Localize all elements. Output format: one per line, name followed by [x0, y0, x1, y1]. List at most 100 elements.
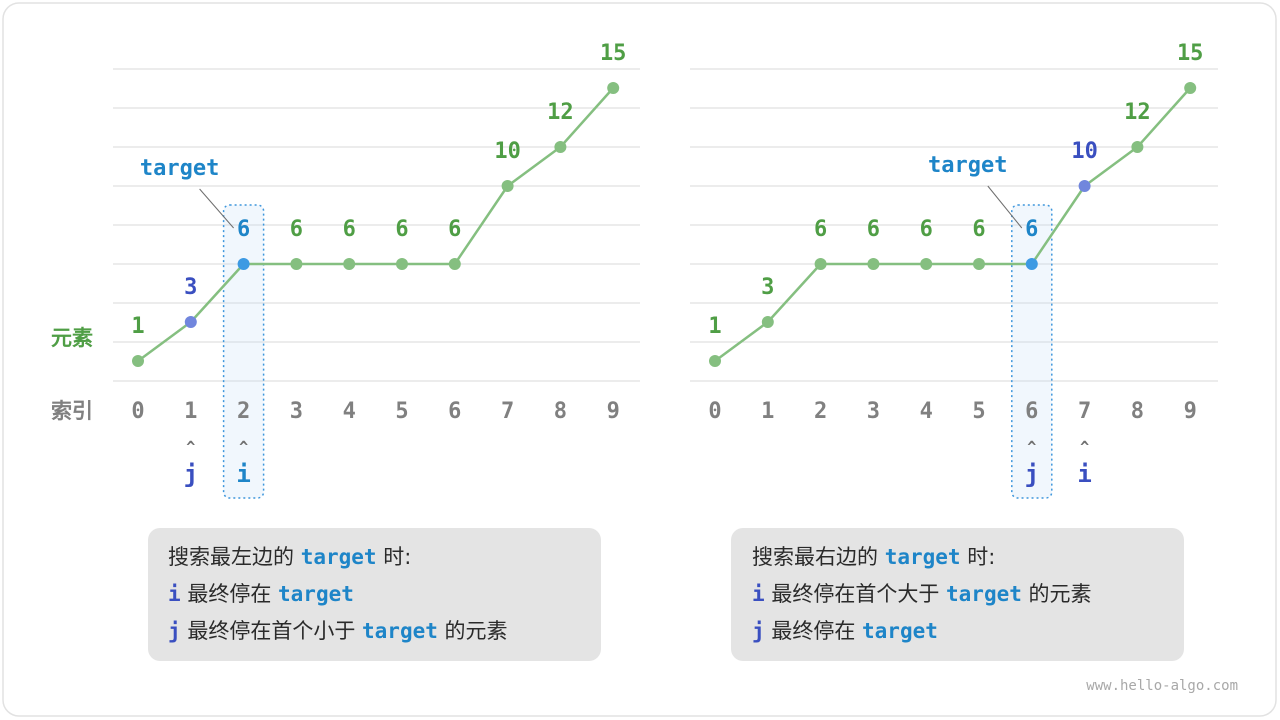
- value-label: 10: [1071, 139, 1098, 164]
- data-point: [761, 316, 774, 328]
- data-point: [920, 258, 933, 270]
- pointer-j: j: [1025, 460, 1039, 488]
- note-line-2: i 最终停在 target: [168, 582, 354, 606]
- data-point: [396, 258, 408, 270]
- code-token: target: [946, 582, 1022, 606]
- index-label: 1: [184, 399, 197, 424]
- value-label: 3: [184, 275, 197, 300]
- pointer-caret-icon: ^: [1027, 438, 1036, 456]
- code-token: target: [278, 582, 354, 606]
- index-label: 5: [395, 399, 408, 424]
- index-label: 8: [1131, 399, 1144, 424]
- note-line-3: j 最终停在首个小于 target 的元素: [168, 619, 508, 643]
- note-line-2: i 最终停在首个大于 target 的元素: [752, 582, 1092, 606]
- value-label: 10: [494, 139, 521, 164]
- data-point: [607, 82, 620, 94]
- data-point: [501, 180, 514, 192]
- note-text: 最终停在: [181, 582, 278, 606]
- pointer-i: i: [236, 460, 250, 488]
- target-leader-line: [987, 185, 1023, 229]
- index-label: 9: [607, 399, 620, 424]
- data-point: [1025, 258, 1038, 270]
- value-label: 12: [1124, 100, 1151, 125]
- code-token: j: [168, 619, 181, 643]
- index-label: 4: [920, 399, 933, 424]
- data-point: [343, 258, 356, 270]
- data-point: [554, 141, 567, 153]
- index-label: 5: [972, 399, 985, 424]
- index-axis-label: 索引: [51, 399, 93, 423]
- value-label: 6: [867, 217, 880, 242]
- value-label: 1: [131, 314, 144, 339]
- value-label: 6: [237, 217, 250, 242]
- value-label: 6: [920, 217, 933, 242]
- data-point: [448, 258, 461, 270]
- index-label: 2: [237, 399, 250, 424]
- code-token: target: [885, 545, 961, 569]
- data-point: [132, 355, 144, 367]
- note-text: 最终停在首个大于: [765, 582, 946, 606]
- note-text: 的元素: [438, 619, 508, 643]
- series-line: [137, 87, 615, 363]
- value-label: 6: [814, 217, 827, 242]
- target-leader-line: [199, 188, 234, 229]
- data-point: [184, 316, 197, 328]
- series-line: [714, 87, 1192, 363]
- data-point: [814, 258, 827, 270]
- index-label: 0: [708, 399, 721, 424]
- index-label: 3: [290, 399, 303, 424]
- value-label: 3: [761, 275, 774, 300]
- pointer-i: i: [1077, 460, 1091, 488]
- target-highlight-box: [222, 204, 265, 499]
- target-callout: target: [140, 156, 219, 181]
- data-point: [237, 258, 250, 270]
- index-label: 6: [448, 399, 461, 424]
- code-token: target: [362, 619, 438, 643]
- index-label: 6: [1025, 399, 1038, 424]
- data-point: [867, 258, 880, 270]
- note-line-1: 搜索最右边的 target 时:: [752, 545, 995, 569]
- index-label: 9: [1184, 399, 1197, 424]
- note-text: 时:: [961, 545, 996, 569]
- code-token: target: [301, 545, 377, 569]
- explanation-note: [731, 528, 1184, 661]
- index-label: 2: [814, 399, 827, 424]
- note-line-3: j 最终停在 target: [752, 619, 938, 643]
- note-text: 搜索最左边的: [168, 545, 301, 569]
- value-label: 12: [547, 100, 574, 125]
- pointer-caret-icon: ^: [239, 438, 248, 456]
- index-label: 1: [761, 399, 774, 424]
- index-label: 7: [1078, 399, 1091, 424]
- note-text: 的元素: [1022, 582, 1092, 606]
- target-callout: target: [928, 153, 1007, 178]
- code-token: j: [752, 619, 765, 643]
- note-text: 最终停在: [765, 619, 862, 643]
- data-point: [1078, 180, 1091, 192]
- data-point: [290, 258, 303, 270]
- data-point: [1184, 82, 1197, 94]
- index-label: 8: [554, 399, 567, 424]
- value-label: 6: [343, 217, 356, 242]
- value-label: 6: [448, 217, 461, 242]
- index-label: 0: [131, 399, 144, 424]
- value-label: 6: [290, 217, 303, 242]
- value-label: 15: [600, 41, 627, 66]
- watermark: www.hello-algo.com: [1086, 678, 1238, 694]
- data-point: [709, 355, 721, 367]
- code-token: i: [752, 582, 765, 606]
- code-token: i: [168, 582, 181, 606]
- explanation-note: [148, 528, 601, 661]
- elements-axis-label: 元素: [51, 326, 93, 350]
- index-label: 7: [501, 399, 514, 424]
- pointer-caret-icon: ^: [1080, 438, 1089, 456]
- pointer-j: j: [184, 460, 198, 488]
- code-token: target: [862, 619, 938, 643]
- pointer-caret-icon: ^: [186, 438, 195, 456]
- value-label: 6: [972, 217, 985, 242]
- data-point: [1131, 141, 1144, 153]
- target-highlight-box: [1011, 204, 1053, 499]
- index-label: 4: [343, 399, 356, 424]
